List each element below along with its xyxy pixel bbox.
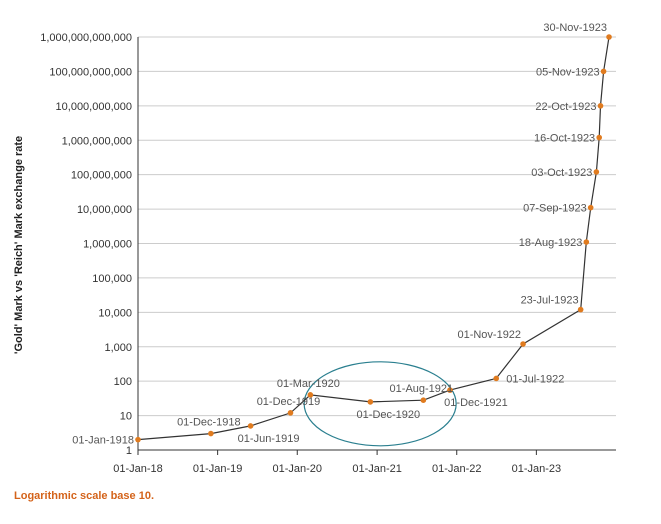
data-label: 01-Jul-1922 xyxy=(506,373,564,385)
footnote: Logarithmic scale base 10. xyxy=(14,490,155,502)
data-point xyxy=(597,103,604,109)
x-tick-label: 01-Jan-23 xyxy=(512,463,562,475)
data-point xyxy=(600,68,607,75)
data-point xyxy=(577,306,584,313)
y-tick-label: 100,000 xyxy=(92,273,132,285)
y-tick-label: 10,000,000,000 xyxy=(56,101,132,113)
y-tick-label: 1,000,000,000,000 xyxy=(40,32,132,44)
y-axis-title: 'Gold' Mark vs 'Reich' Mark exchange rat… xyxy=(13,136,25,354)
y-tick-label: 10,000 xyxy=(98,307,132,319)
y-tick-label: 1,000,000,000 xyxy=(62,135,132,147)
data-point xyxy=(307,392,314,398)
data-point xyxy=(135,436,141,443)
data-point xyxy=(593,169,600,175)
data-point xyxy=(587,204,594,211)
data-point xyxy=(493,375,500,382)
series-line xyxy=(137,36,610,441)
annotations xyxy=(303,361,457,447)
data-points xyxy=(135,34,612,443)
data-label: 22-Oct-1923 xyxy=(535,101,596,113)
x-tick-label: 01-Jan-22 xyxy=(432,463,482,475)
y-tick-label: 100,000,000 xyxy=(71,170,132,182)
axes: 1 10 100 1,000 10,000 100,000 1,000,000 10,000,… xyxy=(40,32,616,475)
gridlines xyxy=(138,36,616,417)
y-tick-label: 1,000,000 xyxy=(83,239,132,251)
data-label: 23-Jul-1923 xyxy=(521,295,579,307)
x-tick-label: 01-Jan-21 xyxy=(352,463,402,475)
data-label: 07-Sep-1923 xyxy=(523,203,587,215)
data-point xyxy=(583,239,590,245)
data-label: 05-Nov-1923 xyxy=(536,66,600,78)
data-label: 01-Mar-1920 xyxy=(277,378,340,390)
y-tick-label: 100,000,000,000 xyxy=(49,66,132,78)
highlight-ellipse xyxy=(303,361,457,447)
data-label: 01-Jun-1919 xyxy=(238,433,300,445)
data-point xyxy=(247,423,254,429)
y-tick-label: 1,000 xyxy=(104,342,132,354)
data-point xyxy=(596,134,603,141)
data-label: 01-Dec-1918 xyxy=(177,417,241,429)
x-tick-label: 01-Jan-20 xyxy=(272,463,322,475)
data-label: 16-Oct-1923 xyxy=(534,133,595,145)
data-label: 03-Oct-1923 xyxy=(531,167,592,179)
data-label: 01-Aug-1921 xyxy=(390,383,454,395)
y-tick-label: 1 xyxy=(126,445,132,457)
data-label: 01-Dec-1919 xyxy=(257,396,321,408)
data-label: 01-Jan-1918 xyxy=(72,435,134,447)
data-point xyxy=(447,387,453,393)
series-line-path xyxy=(137,36,610,441)
data-point xyxy=(606,34,612,40)
y-tick-label: 100 xyxy=(114,376,132,388)
data-point xyxy=(520,341,526,347)
data-label: 01-Dec-1921 xyxy=(444,397,508,409)
data-label: 01-Nov-1922 xyxy=(457,329,521,341)
data-point xyxy=(367,399,374,405)
data-label: 18-Aug-1923 xyxy=(519,237,583,249)
y-tick-label: 10 xyxy=(120,411,132,423)
y-tick-label: 10,000,000 xyxy=(77,204,132,216)
data-point xyxy=(420,397,427,403)
data-point xyxy=(287,410,294,416)
x-tick-label: 01-Jan-19 xyxy=(193,463,243,475)
data-labels: 01-Jan-1918 01-Dec-1918 01-Jun-1919 01-Dec-… xyxy=(72,22,607,447)
data-label: 01-Dec-1920 xyxy=(357,409,421,421)
x-tick-label: 01-Jan-18 xyxy=(113,463,163,475)
data-point xyxy=(208,430,214,437)
data-label: 30-Nov-1923 xyxy=(543,22,607,34)
